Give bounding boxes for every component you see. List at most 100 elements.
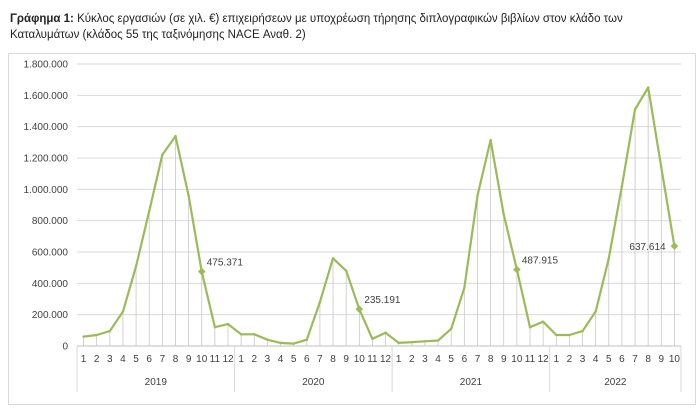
data-point [384, 331, 387, 334]
data-point [436, 339, 440, 342]
data-label: 637.614 [629, 242, 666, 253]
data-point [174, 134, 177, 138]
data-point [660, 166, 663, 169]
data-point [450, 327, 453, 330]
x-tick-label: 4 [435, 354, 441, 365]
data-point [279, 341, 282, 345]
data-point [528, 326, 532, 329]
y-tick-label: 1.800.000 [24, 60, 69, 71]
x-tick-label: 11 [525, 354, 536, 365]
x-tick-label: 8 [330, 354, 336, 365]
x-tick-label: 5 [291, 354, 297, 365]
x-tick-label: 4 [120, 354, 126, 365]
data-point [187, 194, 190, 197]
x-tick-label: 3 [265, 354, 271, 365]
x-tick-label: 1 [553, 354, 559, 365]
caption-text: Κύκλος εργασιών (σε χιλ. €) επιχειρήσεων… [10, 13, 623, 41]
x-tick-label: 9 [659, 354, 665, 365]
data-point [213, 326, 217, 329]
data-label-marker [670, 242, 679, 250]
data-point [646, 86, 650, 89]
x-tick-label: 11 [210, 354, 221, 365]
x-tick-label: 2 [409, 354, 415, 365]
x-tick-label: 10 [669, 354, 681, 365]
data-point [410, 340, 414, 344]
data-label: 475.371 [207, 258, 244, 269]
data-point [253, 333, 256, 336]
x-tick-label: 1 [238, 354, 244, 365]
x-tick-label: 2 [94, 354, 100, 365]
x-tick-label: 3 [422, 354, 428, 365]
caption-lead: Γράφημα 1: [10, 13, 74, 25]
x-tick-label: 10 [354, 354, 366, 365]
y-tick-label: 200.000 [32, 310, 69, 321]
x-tick-label: 4 [593, 354, 599, 365]
x-tick-label: 9 [501, 354, 507, 365]
x-tick-label: 5 [606, 354, 612, 365]
data-label: 487.915 [522, 256, 559, 267]
x-tick-label: 2 [251, 354, 257, 365]
data-point [633, 108, 637, 111]
data-point [292, 342, 295, 345]
data-point [555, 333, 558, 337]
data-point [318, 300, 322, 304]
x-tick-label: 7 [632, 354, 638, 365]
data-point [161, 153, 164, 157]
y-tick-label: 400.000 [32, 279, 69, 290]
x-year-label: 2019 [145, 377, 168, 388]
x-tick-label: 6 [619, 354, 625, 365]
x-tick-label: 12 [380, 354, 392, 365]
x-year-label: 2021 [460, 377, 483, 388]
data-point [226, 322, 230, 326]
data-point [371, 337, 374, 341]
x-tick-label: 2 [567, 354, 573, 365]
x-tick-label: 8 [488, 354, 494, 365]
data-point [423, 340, 427, 343]
data-point [331, 257, 335, 260]
x-tick-label: 12 [538, 354, 550, 365]
x-tick-label: 7 [160, 354, 166, 365]
data-point [239, 333, 243, 336]
y-tick-label: 1.400.000 [24, 122, 69, 133]
chart-caption: Γράφημα 1: Κύκλος εργασιών (σε χιλ. €) ε… [10, 11, 694, 43]
data-point [344, 269, 348, 272]
data-point [502, 213, 505, 216]
data-label-marker [513, 265, 521, 274]
x-tick-label: 5 [448, 354, 454, 365]
series-line [83, 86, 676, 345]
x-tick-label: 3 [107, 354, 113, 365]
data-point [121, 310, 125, 313]
x-tick-label: 9 [343, 354, 349, 365]
y-tick-label: 1.200.000 [24, 154, 69, 165]
x-tick-label: 5 [133, 354, 139, 365]
data-point [476, 194, 479, 197]
data-point [148, 210, 151, 213]
x-tick-label: 7 [475, 354, 481, 365]
data-point [266, 338, 269, 341]
x-tick-label: 9 [186, 354, 192, 365]
data-point [541, 320, 545, 323]
data-point [305, 338, 308, 341]
x-tick-label: 10 [196, 354, 208, 365]
data-point [581, 329, 584, 333]
data-label: 235.191 [364, 295, 401, 306]
x-tick-label: 4 [278, 354, 284, 365]
x-tick-label: 6 [462, 354, 468, 365]
data-point [397, 341, 400, 345]
y-tick-label: 1.000.000 [24, 185, 69, 196]
x-tick-label: 6 [304, 354, 310, 365]
x-year-label: 2020 [302, 377, 325, 388]
x-tick-label: 1 [396, 354, 402, 365]
data-point [134, 264, 138, 268]
data-point [489, 138, 492, 142]
x-tick-label: 8 [173, 354, 179, 365]
data-point [594, 310, 597, 313]
data-point [620, 185, 624, 188]
y-tick-label: 600.000 [32, 248, 69, 259]
data-point [568, 333, 571, 337]
data-point [95, 333, 98, 337]
x-tick-label: 7 [317, 354, 323, 365]
data-point [463, 286, 466, 290]
x-tick-label: 10 [511, 354, 523, 365]
